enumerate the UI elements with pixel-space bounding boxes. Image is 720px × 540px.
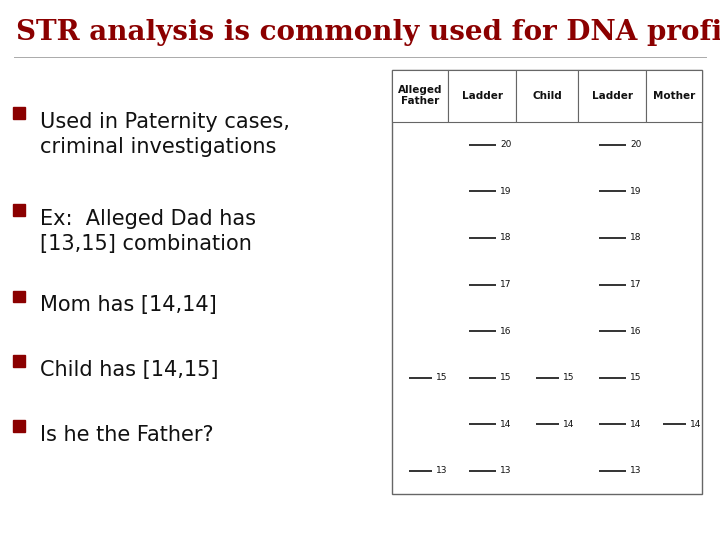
Text: 14: 14 [690,420,701,429]
Text: Mother: Mother [653,91,696,101]
Text: 18: 18 [630,233,642,242]
FancyBboxPatch shape [392,70,702,494]
Text: 15: 15 [630,373,642,382]
Text: Ex:  Alleged Dad has
[13,15] combination: Ex: Alleged Dad has [13,15] combination [40,209,256,254]
Bar [13,355,25,367]
Text: 16: 16 [630,327,642,335]
Text: Ladder: Ladder [462,91,503,101]
Text: Child: Child [532,91,562,101]
Text: 18: 18 [500,233,512,242]
Text: 16: 16 [500,327,512,335]
Text: STR analysis is commonly used for DNA profiling: STR analysis is commonly used for DNA pr… [16,19,720,46]
Text: 14: 14 [563,420,575,429]
FancyBboxPatch shape [647,70,702,122]
Text: 15: 15 [500,373,512,382]
FancyBboxPatch shape [448,70,516,122]
Text: 19: 19 [500,187,512,196]
Text: Ladder: Ladder [592,91,633,101]
Text: 15: 15 [563,373,575,382]
Text: Mom has [14,14]: Mom has [14,14] [40,295,216,315]
Text: 15: 15 [436,373,448,382]
Bar [13,107,25,119]
Text: 20: 20 [500,140,511,149]
Text: 17: 17 [500,280,512,289]
Bar [13,420,25,432]
Text: Alleged
Father: Alleged Father [398,85,443,106]
Bar [13,291,25,302]
Text: 14: 14 [630,420,642,429]
FancyBboxPatch shape [516,70,578,122]
FancyBboxPatch shape [392,70,448,122]
Text: 13: 13 [436,467,448,475]
Bar [13,204,25,216]
Text: 13: 13 [630,467,642,475]
Text: Child has [14,15]: Child has [14,15] [40,360,218,380]
Text: 20: 20 [630,140,642,149]
Text: 13: 13 [500,467,512,475]
Text: Is he the Father?: Is he the Father? [40,425,213,445]
FancyBboxPatch shape [578,70,647,122]
Text: Used in Paternity cases,
criminal investigations: Used in Paternity cases, criminal invest… [40,112,289,157]
Text: 14: 14 [500,420,511,429]
Text: 17: 17 [630,280,642,289]
Text: 19: 19 [630,187,642,196]
